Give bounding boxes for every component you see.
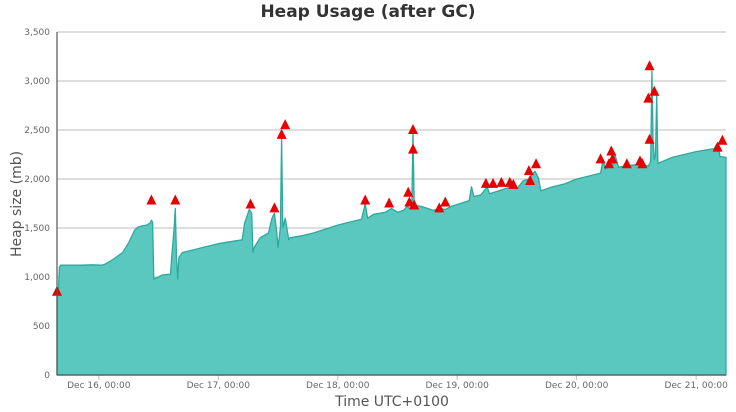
gc-marker <box>607 153 618 164</box>
gc-marker <box>488 177 499 188</box>
y-tick-label: 3,000 <box>24 77 50 87</box>
y-tick-label: 0 <box>44 371 50 381</box>
gc-marker <box>644 133 655 144</box>
gc-marker <box>525 174 536 185</box>
gc-marker <box>170 194 181 205</box>
gc-marker <box>280 119 291 130</box>
gc-marker <box>712 141 723 152</box>
y-tick-label: 1,500 <box>24 224 50 234</box>
x-tick-label: Dec 19, 00:00 <box>426 381 490 391</box>
gc-marker <box>245 198 256 209</box>
gc-marker <box>523 165 534 176</box>
gc-marker <box>496 176 507 187</box>
gc-marker <box>595 153 606 164</box>
gc-marker <box>403 186 414 197</box>
gc-marker <box>440 196 451 207</box>
x-tick-label: Dec 21, 00:00 <box>664 381 728 391</box>
y-tick-label: 1,000 <box>24 273 50 283</box>
gc-marker <box>606 145 617 156</box>
y-tick-label: 2,500 <box>24 126 50 136</box>
area-series <box>56 70 727 376</box>
gc-marker <box>643 92 654 103</box>
gc-marker <box>360 194 371 205</box>
gc-marker <box>409 199 420 210</box>
gc-marker <box>269 202 280 213</box>
gc-marker <box>384 197 395 208</box>
area-series-path <box>56 70 727 376</box>
x-tick-label: Dec 20, 00:00 <box>545 381 609 391</box>
gc-marker <box>408 143 419 154</box>
gc-marker <box>408 124 419 134</box>
gc-marker <box>717 134 728 145</box>
gc-marker <box>276 128 287 139</box>
gc-marker <box>146 194 157 205</box>
gc-marker <box>621 158 632 169</box>
y-tick-label: 2,000 <box>24 175 50 185</box>
x-tick-label: Dec 17, 00:00 <box>187 381 251 391</box>
gc-marker <box>649 85 660 96</box>
gc-marker <box>531 158 542 169</box>
y-tick-label: 3,500 <box>24 28 50 38</box>
gc-marker <box>644 60 655 71</box>
axes: 0 500 1,000 1,500 2,000 2,500 3,000 3,500 Dec 16… <box>24 28 728 391</box>
x-tick-label: Dec 16, 00:00 <box>67 381 131 391</box>
y-tick-label: 500 <box>33 322 50 332</box>
gc-markers <box>52 60 728 296</box>
chart-title: Heap Usage (after GC) <box>260 2 476 22</box>
gc-marker <box>434 202 445 213</box>
x-tick-label: Dec 18, 00:00 <box>306 381 370 391</box>
x-axis-title: Time UTC+0100 <box>334 394 449 410</box>
gc-marker <box>508 178 519 189</box>
y-axis-title: Heap size (mb) <box>9 151 25 257</box>
gc-marker <box>480 177 491 188</box>
gc-marker <box>637 158 648 169</box>
